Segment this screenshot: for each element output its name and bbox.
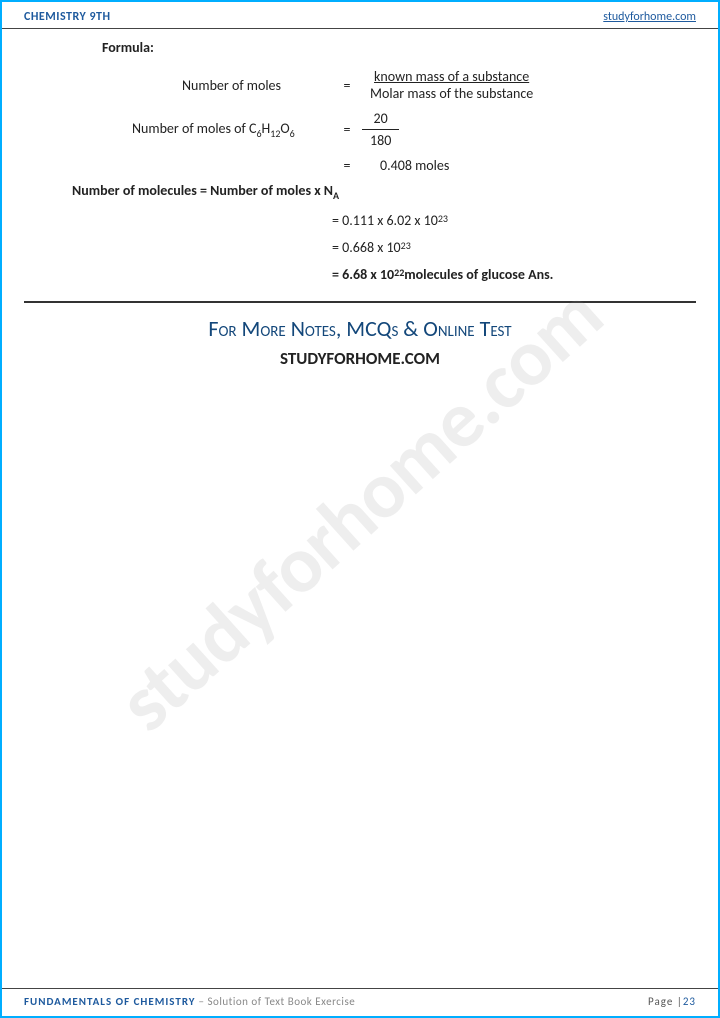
result-row-2: = 0.668 x 1023 [102,239,648,256]
footer-subtitle: – Solution of Text Book Exercise [196,995,356,1008]
header-site-link[interactable]: studyforhome.com [603,10,696,24]
equation-row-3: = 0.408 moles [102,157,648,174]
fraction-denominator: 180 [362,130,399,149]
eq2-text-pre: Number of moles of C [132,120,256,137]
superscript: 23 [401,239,411,256]
superscript: 23 [438,212,448,229]
r1-text: = 0.111 x 6.02 x 10 [332,212,438,229]
fraction-numerator: known mass of a substance [362,68,541,85]
equation-row-2: Number of moles of C6H12O6 = 20 180 [102,110,648,149]
eq1-lhs: Number of moles [102,77,332,94]
footer-right: Page |23 [648,995,696,1008]
molecules-heading: Number of molecules = Number of moles x … [72,182,648,202]
r3-post: molecules of glucose Ans. [404,266,553,283]
promo-line-1: For More Notes, MCQs & Online Test [2,315,718,342]
fraction: known mass of a substance Molar mass of … [362,68,541,102]
eq2-h: H [262,120,271,137]
result-row-1: = 0.111 x 6.02 x 1023 [102,212,648,229]
page-label: Page | [648,995,683,1008]
footer-left: FUNDAMENTALS OF CHEMISTRY – Solution of … [24,995,355,1008]
footer-chapter: FUNDAMENTALS OF CHEMISTRY [24,995,196,1008]
equals-sign: = [332,77,362,94]
superscript: 22 [394,266,404,283]
fraction-denominator: Molar mass of the substance [362,85,541,102]
r3-text: = 6.68 x 10 [332,266,394,283]
result-row-3: = 6.68 x 1022 molecules of glucose Ans. [102,266,648,283]
content-area: Formula: Number of moles = known mass of… [2,29,718,283]
subscript: 12 [270,126,280,139]
molecules-heading-text: Number of molecules = Number of moles x … [72,182,333,199]
eq3-rhs: 0.408 moles [362,157,648,174]
equation-row-1: Number of moles = known mass of a substa… [102,68,648,102]
divider [24,301,696,303]
fraction-numerator: 20 [362,110,399,130]
r2-text: = 0.668 x 10 [332,239,401,256]
formula-heading: Formula: [102,39,648,56]
eq2-o: O [280,120,289,137]
eq2-rhs: 20 180 [362,110,648,149]
promo-line-2[interactable]: STUDYFORHOME.COM [2,348,718,369]
fraction: 20 180 [362,110,399,149]
subscript: A [333,189,339,202]
equals-sign: = [332,157,362,174]
subscript: 6 [290,126,295,139]
page-header: CHEMISTRY 9TH studyforhome.com [2,2,718,29]
header-subject: CHEMISTRY 9TH [24,10,111,24]
page-number: 23 [683,995,696,1008]
equals-sign: = [332,121,362,138]
eq2-lhs: Number of moles of C6H12O6 [102,120,332,140]
eq1-rhs: known mass of a substance Molar mass of … [362,68,648,102]
page-footer: FUNDAMENTALS OF CHEMISTRY – Solution of … [2,988,718,1008]
